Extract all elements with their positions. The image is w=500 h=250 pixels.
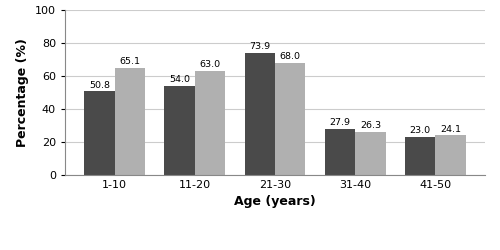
Bar bbox=[164, 86, 195, 175]
Text: 54.0: 54.0 bbox=[169, 75, 190, 84]
Bar bbox=[324, 129, 355, 175]
Bar bbox=[84, 91, 114, 175]
Text: 26.3: 26.3 bbox=[360, 121, 381, 130]
Text: 73.9: 73.9 bbox=[249, 42, 270, 51]
Text: 27.9: 27.9 bbox=[330, 118, 350, 127]
Bar bbox=[244, 53, 275, 175]
Text: 65.1: 65.1 bbox=[120, 57, 141, 66]
Bar bbox=[195, 71, 226, 175]
Text: 63.0: 63.0 bbox=[200, 60, 220, 70]
Bar bbox=[355, 132, 386, 175]
Bar bbox=[436, 135, 466, 175]
Text: 23.0: 23.0 bbox=[410, 126, 430, 136]
Bar bbox=[114, 68, 145, 175]
Text: 24.1: 24.1 bbox=[440, 124, 461, 134]
Bar bbox=[405, 137, 436, 175]
Text: 68.0: 68.0 bbox=[280, 52, 300, 61]
Text: 50.8: 50.8 bbox=[89, 80, 110, 90]
Y-axis label: Percentage (%): Percentage (%) bbox=[16, 38, 30, 147]
X-axis label: Age (years): Age (years) bbox=[234, 196, 316, 208]
Bar bbox=[275, 63, 306, 175]
